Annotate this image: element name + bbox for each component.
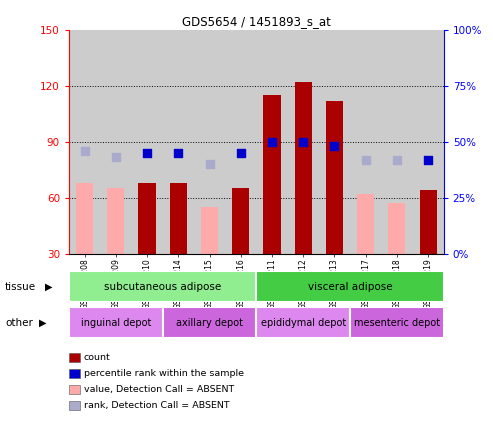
Bar — [357, 194, 374, 254]
Bar — [163, 307, 256, 338]
Text: other: other — [5, 318, 33, 328]
Bar — [194, 30, 225, 254]
Bar — [100, 30, 132, 254]
Text: rank, Detection Call = ABSENT: rank, Detection Call = ABSENT — [84, 401, 229, 410]
Point — [268, 138, 276, 145]
Text: ▶: ▶ — [45, 282, 53, 292]
Text: subcutaneous adipose: subcutaneous adipose — [104, 282, 221, 291]
Point — [393, 156, 401, 163]
Text: mesenteric depot: mesenteric depot — [354, 318, 440, 327]
Point — [175, 150, 182, 157]
Text: inguinal depot: inguinal depot — [81, 318, 151, 327]
Text: tissue: tissue — [5, 282, 36, 292]
Bar — [350, 307, 444, 338]
Bar — [232, 188, 249, 254]
Bar — [319, 30, 350, 254]
Point — [206, 161, 213, 168]
Point — [424, 156, 432, 163]
Text: epididymal depot: epididymal depot — [261, 318, 346, 327]
Point — [299, 138, 307, 145]
Title: GDS5654 / 1451893_s_at: GDS5654 / 1451893_s_at — [182, 16, 331, 28]
Text: axillary depot: axillary depot — [176, 318, 243, 327]
Bar — [201, 207, 218, 254]
Bar — [170, 183, 187, 254]
Text: ▶: ▶ — [39, 318, 46, 328]
Bar — [69, 271, 256, 302]
Point — [330, 143, 338, 150]
Point — [81, 147, 89, 154]
Bar — [287, 30, 319, 254]
Bar — [76, 183, 93, 254]
Bar — [420, 190, 437, 254]
Bar — [69, 307, 163, 338]
Bar — [256, 30, 287, 254]
Bar — [107, 188, 124, 254]
Text: visceral adipose: visceral adipose — [308, 282, 392, 291]
Bar — [326, 101, 343, 254]
Text: count: count — [84, 353, 110, 362]
Point — [237, 150, 245, 157]
Point — [362, 156, 370, 163]
Bar — [256, 307, 350, 338]
Bar — [256, 271, 444, 302]
Text: value, Detection Call = ABSENT: value, Detection Call = ABSENT — [84, 385, 234, 394]
Bar — [388, 203, 405, 254]
Bar — [413, 30, 444, 254]
Bar — [295, 82, 312, 254]
Text: percentile rank within the sample: percentile rank within the sample — [84, 369, 244, 378]
Bar — [69, 30, 100, 254]
Bar — [139, 183, 156, 254]
Bar — [225, 30, 256, 254]
Point — [143, 150, 151, 157]
Bar — [381, 30, 413, 254]
Point — [112, 154, 120, 161]
Bar — [263, 95, 281, 254]
Bar — [163, 30, 194, 254]
Bar — [350, 30, 381, 254]
Bar — [132, 30, 163, 254]
